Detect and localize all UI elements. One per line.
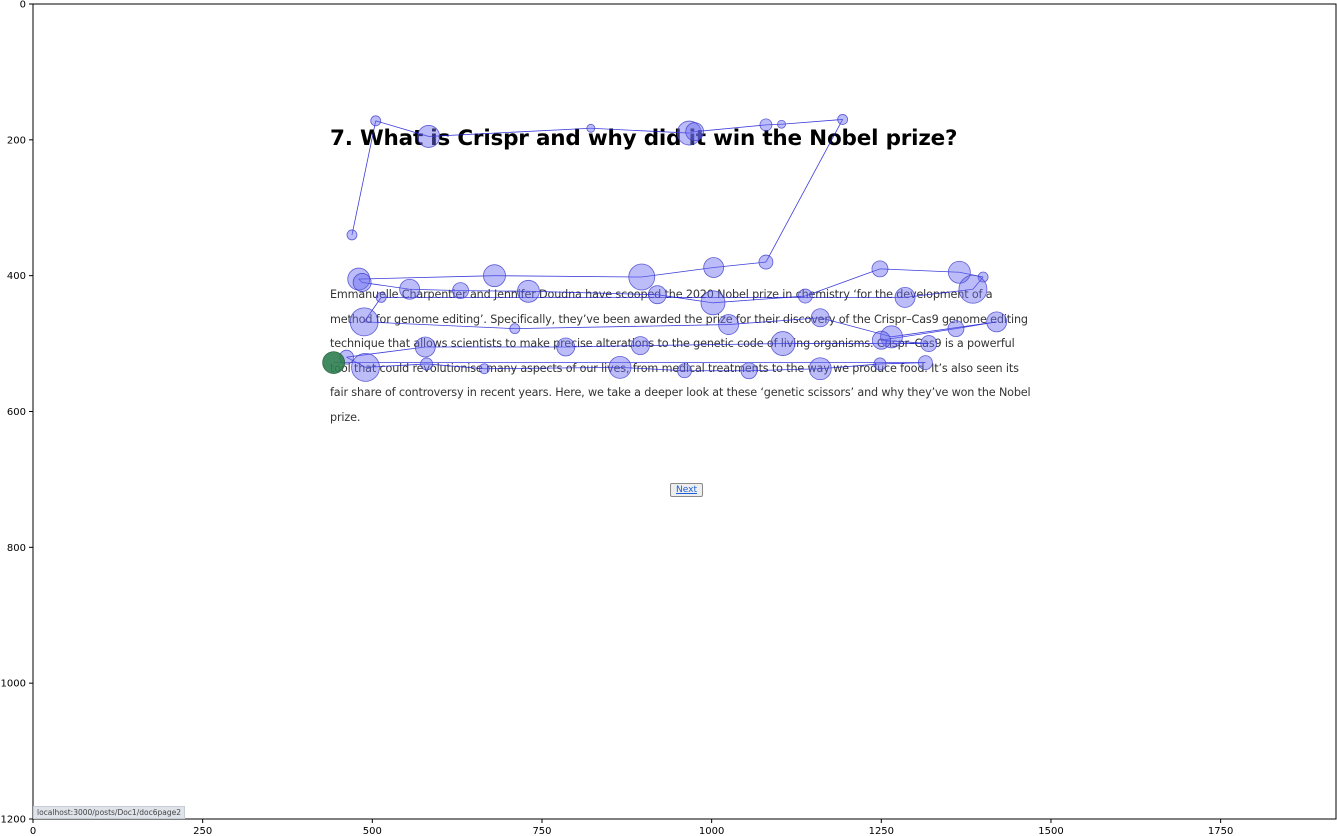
y-tick-label: 600 [7,407,26,418]
x-tick-label: 750 [532,826,551,836]
page-body-text: Emmanuelle Charpentier and Jennifer Doud… [330,288,1031,424]
x-tick-label: 1750 [1208,826,1233,836]
x-tick-label: 500 [363,826,382,836]
status-url: localhost:3000/posts/Doc1/doc6page2 [33,806,185,819]
y-tick-label: 400 [7,271,26,282]
y-tick-label: 200 [7,135,26,146]
x-tick-label: 1500 [1038,826,1063,836]
plot-area: 7. What is Crispr and why did it win the… [33,4,1336,819]
y-tick-label: 1000 [1,679,26,690]
y-tick-label: 800 [7,543,26,554]
y-tick-label: 1200 [1,815,26,826]
x-tick-label: 1000 [699,826,724,836]
x-tick-label: 1250 [869,826,894,836]
page-title: 7. What is Crispr and why did it win the… [330,126,958,151]
x-tick-label: 250 [193,826,212,836]
next-button[interactable]: Next [670,483,703,497]
y-tick-label: 0 [20,0,26,11]
x-tick-label: 0 [30,826,36,836]
